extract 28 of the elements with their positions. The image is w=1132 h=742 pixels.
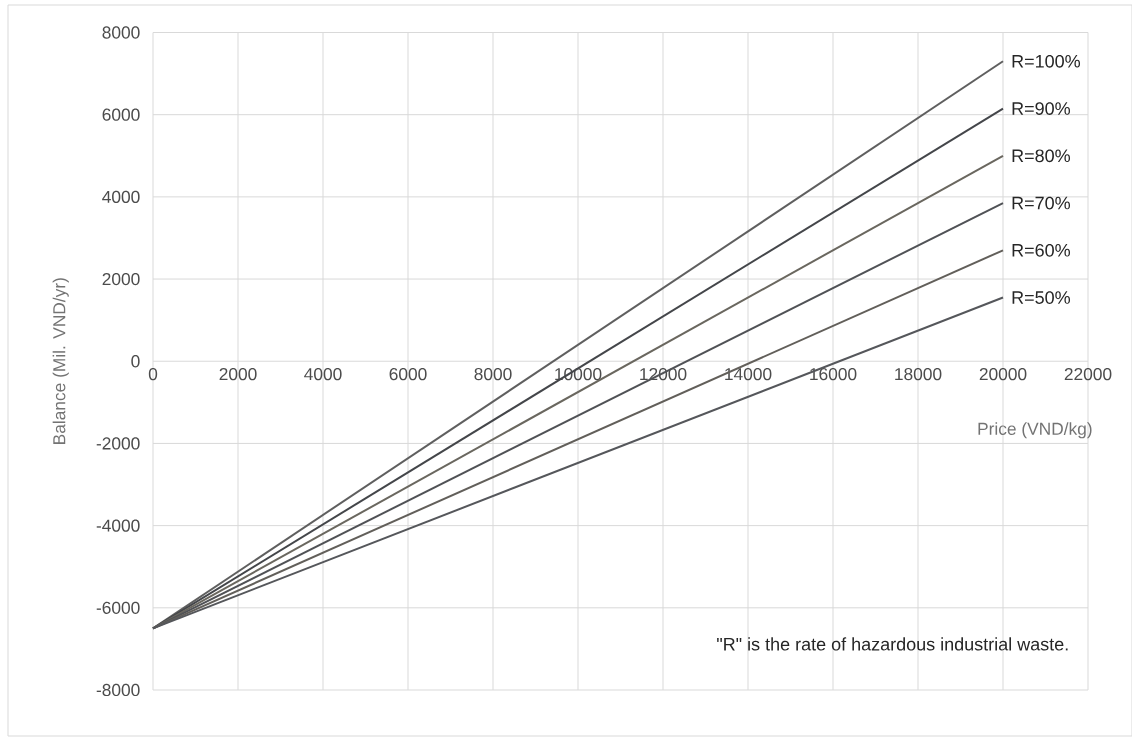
series-label: R=90% (1012, 102, 1071, 115)
y-tick-label: 8000 (102, 26, 140, 39)
y-axis-title: Balance (Mil. VND/yr) (52, 278, 69, 444)
x-tick-label: 2000 (219, 367, 257, 381)
x-tick-label: 20000 (979, 367, 1027, 381)
x-tick-label: 22000 (1064, 367, 1112, 381)
series-label: R=50% (1012, 291, 1071, 304)
x-tick-label: 14000 (725, 367, 772, 381)
x-tick-label: 0 (148, 367, 158, 381)
series-label: R=60% (1012, 243, 1071, 257)
x-tick-label: 18000 (895, 367, 942, 381)
series-label: R=80% (1012, 149, 1071, 163)
y-tick-label: 6000 (102, 108, 140, 121)
x-axis-title: Price (VND/kg) (978, 422, 1092, 439)
y-tick-label: 0 (131, 355, 140, 368)
annotation: "R" is the rate of hazardous industrial waste. (717, 637, 1068, 651)
y-tick-label: 4000 (102, 190, 140, 204)
series-label: R=100% (1012, 54, 1081, 68)
x-tick-label: 8000 (474, 367, 512, 381)
y-tick-label: 2000 (102, 272, 140, 286)
y-tick-label: -4000 (96, 519, 140, 532)
y-tick-label: -2000 (96, 437, 140, 450)
x-tick-label: 16000 (810, 367, 857, 381)
y-tick-label: -8000 (96, 683, 140, 697)
y-tick-label: -6000 (96, 601, 140, 614)
x-tick-label: 4000 (304, 367, 342, 381)
x-tick-label: 6000 (389, 367, 427, 381)
series-label: R=70% (1012, 196, 1071, 210)
